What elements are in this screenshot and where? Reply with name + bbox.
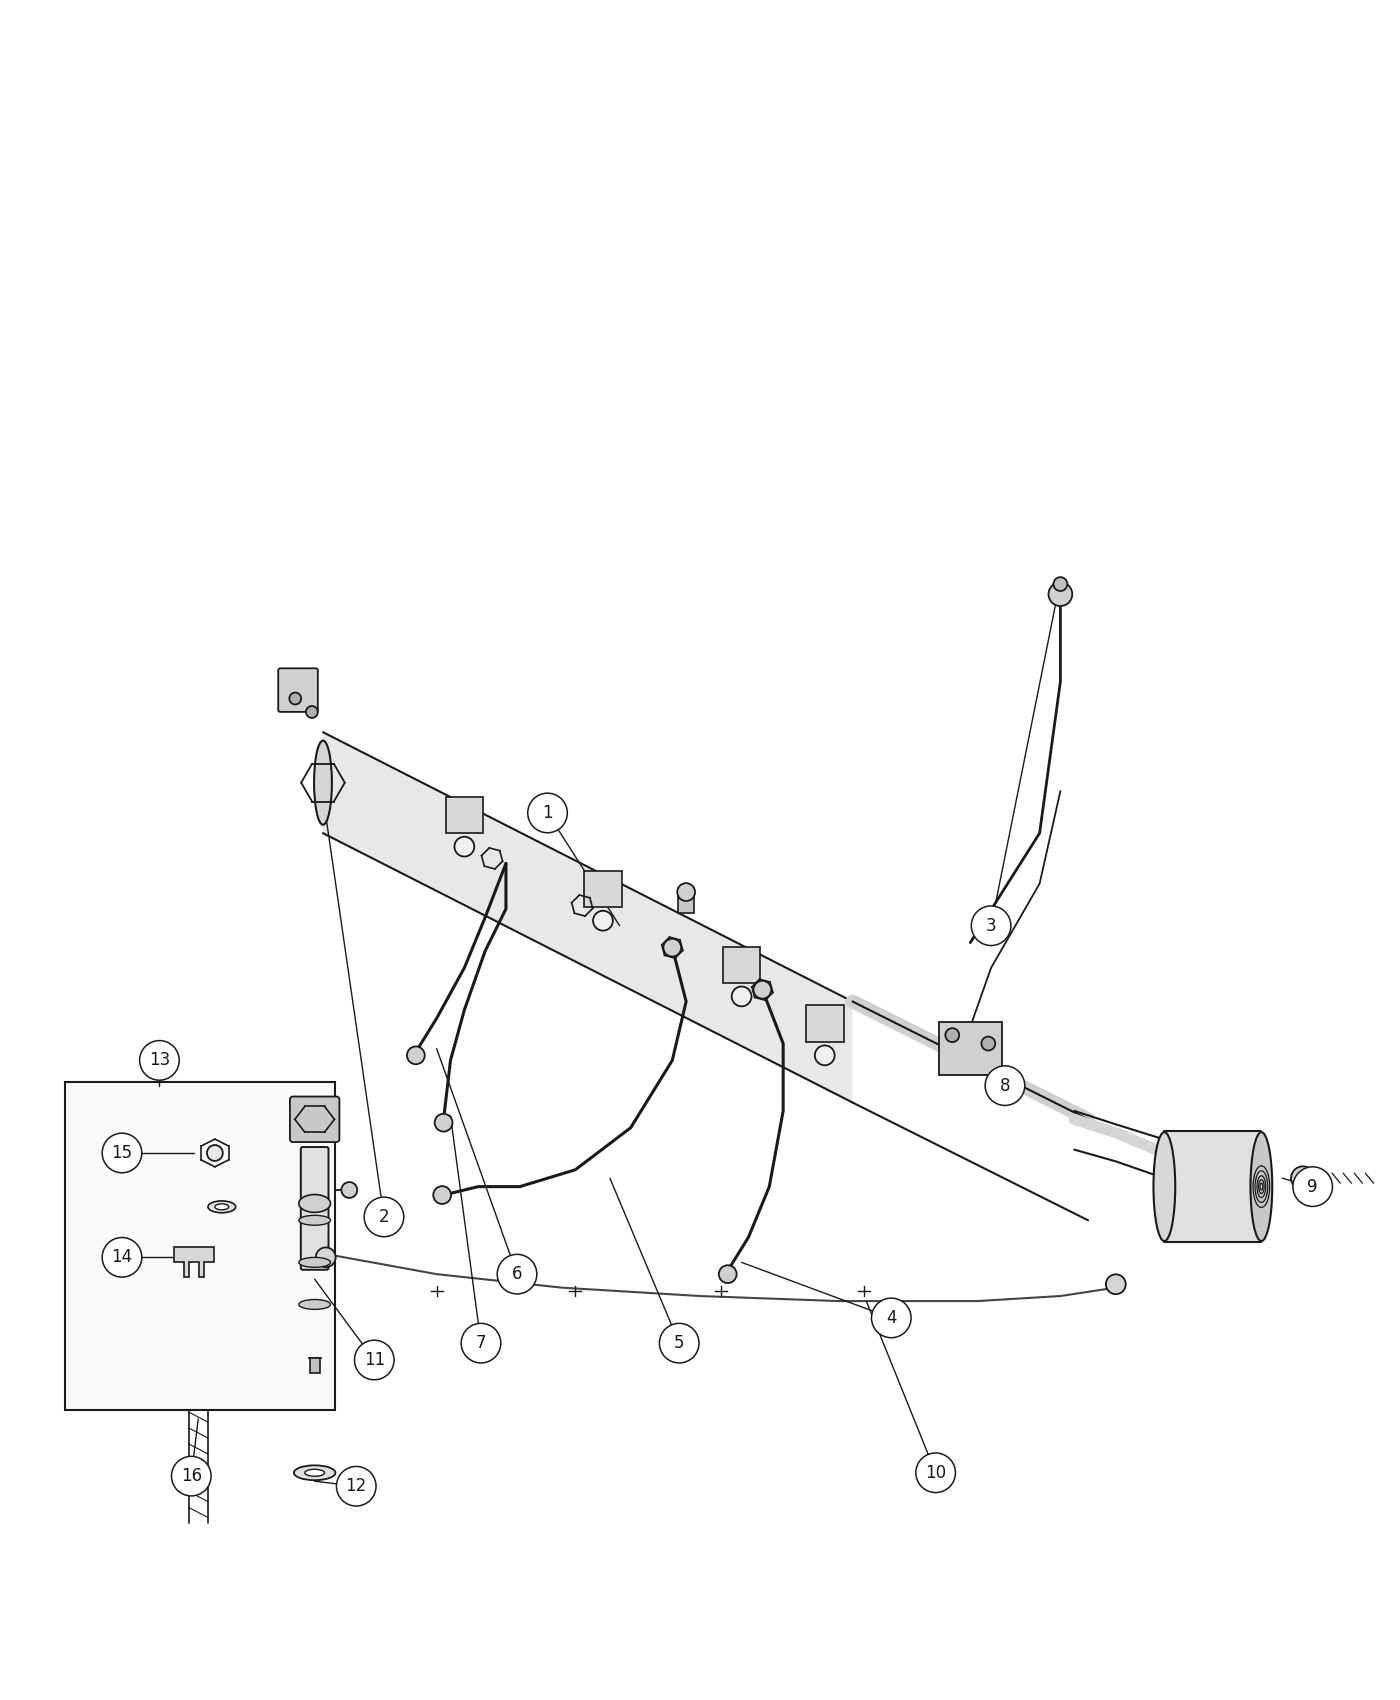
Circle shape xyxy=(461,1323,501,1363)
Ellipse shape xyxy=(294,1465,336,1481)
Circle shape xyxy=(290,692,301,704)
Text: 10: 10 xyxy=(925,1464,946,1482)
Ellipse shape xyxy=(298,1299,330,1309)
Text: 7: 7 xyxy=(476,1334,486,1352)
Circle shape xyxy=(1049,583,1072,605)
Circle shape xyxy=(102,1238,141,1277)
Circle shape xyxy=(140,1040,179,1080)
Circle shape xyxy=(336,1467,377,1506)
Circle shape xyxy=(1292,1166,1333,1207)
Circle shape xyxy=(659,1323,699,1363)
Polygon shape xyxy=(174,1248,214,1277)
Text: 15: 15 xyxy=(112,1144,133,1163)
Text: 5: 5 xyxy=(673,1334,685,1352)
Circle shape xyxy=(815,1046,834,1066)
Circle shape xyxy=(307,706,318,717)
Circle shape xyxy=(916,1454,955,1493)
Circle shape xyxy=(678,884,694,901)
Ellipse shape xyxy=(298,1216,330,1226)
Circle shape xyxy=(528,794,567,833)
Ellipse shape xyxy=(314,741,332,824)
Polygon shape xyxy=(323,733,853,1103)
Circle shape xyxy=(1053,576,1067,592)
Text: 1: 1 xyxy=(542,804,553,823)
Text: 3: 3 xyxy=(986,916,997,935)
Circle shape xyxy=(732,986,752,1006)
Ellipse shape xyxy=(1250,1132,1273,1241)
Circle shape xyxy=(171,1457,211,1496)
Circle shape xyxy=(945,1028,959,1042)
Circle shape xyxy=(342,1182,357,1198)
Text: 6: 6 xyxy=(512,1265,522,1284)
Circle shape xyxy=(871,1299,911,1338)
Circle shape xyxy=(972,906,1011,945)
Circle shape xyxy=(594,911,613,930)
FancyBboxPatch shape xyxy=(309,1358,319,1374)
Circle shape xyxy=(986,1066,1025,1105)
Text: 13: 13 xyxy=(148,1051,169,1069)
Ellipse shape xyxy=(305,1469,325,1476)
Circle shape xyxy=(1106,1275,1126,1294)
Text: 4: 4 xyxy=(886,1309,896,1328)
FancyBboxPatch shape xyxy=(279,668,318,712)
FancyBboxPatch shape xyxy=(290,1096,339,1142)
Text: 14: 14 xyxy=(112,1248,133,1266)
Circle shape xyxy=(407,1047,424,1064)
Circle shape xyxy=(497,1255,536,1294)
Circle shape xyxy=(433,1187,451,1204)
Circle shape xyxy=(207,1146,223,1161)
Circle shape xyxy=(364,1197,403,1236)
FancyBboxPatch shape xyxy=(806,1005,844,1042)
FancyBboxPatch shape xyxy=(678,887,694,913)
Text: 16: 16 xyxy=(181,1467,202,1486)
Circle shape xyxy=(102,1134,141,1173)
Ellipse shape xyxy=(298,1258,330,1266)
Circle shape xyxy=(664,938,682,957)
Ellipse shape xyxy=(209,1200,235,1212)
Circle shape xyxy=(718,1265,736,1284)
Ellipse shape xyxy=(1154,1132,1175,1241)
Text: 12: 12 xyxy=(346,1477,367,1496)
Ellipse shape xyxy=(298,1195,330,1212)
Text: 9: 9 xyxy=(1308,1178,1317,1195)
Text: 11: 11 xyxy=(364,1352,385,1368)
Text: 2: 2 xyxy=(378,1209,389,1226)
Circle shape xyxy=(354,1340,393,1380)
Ellipse shape xyxy=(214,1204,228,1210)
Circle shape xyxy=(434,1114,452,1132)
FancyBboxPatch shape xyxy=(445,797,483,833)
Circle shape xyxy=(455,836,475,857)
Circle shape xyxy=(753,981,771,998)
FancyBboxPatch shape xyxy=(722,947,760,983)
FancyBboxPatch shape xyxy=(301,1148,329,1270)
Circle shape xyxy=(1291,1166,1315,1190)
Circle shape xyxy=(316,1248,336,1266)
Text: 8: 8 xyxy=(1000,1076,1011,1095)
FancyBboxPatch shape xyxy=(584,870,622,908)
Bar xyxy=(66,1083,336,1411)
Circle shape xyxy=(981,1037,995,1051)
FancyBboxPatch shape xyxy=(1163,1132,1263,1241)
FancyBboxPatch shape xyxy=(938,1022,1002,1076)
